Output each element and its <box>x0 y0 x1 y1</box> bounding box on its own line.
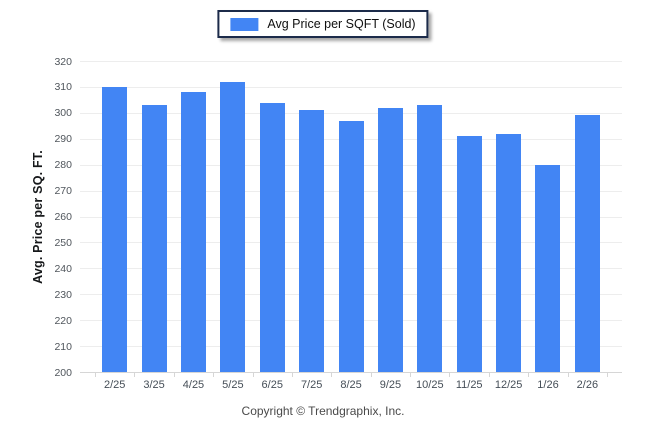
x-tick <box>291 372 293 377</box>
x-tick <box>449 372 451 377</box>
bar-9/25 <box>377 107 403 372</box>
x-label-12/25: 12/25 <box>494 379 523 391</box>
x-label-3/25: 3/25 <box>143 379 165 391</box>
bar-slot-3/25 <box>134 61 173 372</box>
y-tick-label-250: 250 <box>54 236 72 249</box>
bar-12/25 <box>496 133 522 372</box>
y-tick-label-220: 220 <box>54 314 72 327</box>
legend-swatch <box>230 17 259 31</box>
copyright-text: Copyright © Trendgraphix, Inc. <box>241 404 405 418</box>
bar-slot-5/25 <box>213 61 252 372</box>
x-tick <box>410 372 412 377</box>
x-axis-labels: 2/25 3/25 4/25 5/25 6/25 7/25 8/25 9/25 10/25 11/… <box>95 378 607 392</box>
y-tick-label-260: 260 <box>54 211 72 223</box>
x-tick <box>567 372 569 377</box>
y-tick-label-230: 230 <box>54 288 72 301</box>
x-tick <box>607 372 608 377</box>
bar-slot-4/25 <box>174 61 213 372</box>
bar-slot-2/26 <box>568 61 607 372</box>
bar-slot-9/25 <box>371 61 410 372</box>
y-tick-label-210: 210 <box>54 340 72 353</box>
bar-1/26 <box>535 164 561 372</box>
x-tick <box>252 372 254 377</box>
y-tick-label-300: 300 <box>54 107 72 120</box>
y-axis-labels: 200 210 220 230 240 250 260 270 280 290 300 310 320 <box>28 56 72 379</box>
legend: Avg Price per SQFT (Sold) <box>217 10 429 38</box>
bar-10/25 <box>417 105 443 372</box>
y-tick-label-320: 320 <box>54 55 72 68</box>
bar-6/25 <box>259 102 285 372</box>
y-tick-label-280: 280 <box>54 159 72 172</box>
x-tick <box>331 372 333 377</box>
bar-4/25 <box>180 92 206 372</box>
bar-5/25 <box>220 81 246 372</box>
bar-slot-7/25 <box>292 61 331 372</box>
y-tick-label-240: 240 <box>54 262 72 275</box>
bar-8/25 <box>338 120 364 372</box>
y-tick-label-310: 310 <box>54 81 72 94</box>
bar-slot-11/25 <box>450 61 489 372</box>
x-label-8/25: 8/25 <box>340 379 362 391</box>
x-label-10/25: 10/25 <box>416 379 444 391</box>
y-tick-label-270: 270 <box>54 185 72 198</box>
bar-slot-10/25 <box>410 61 449 372</box>
bar-slot-12/25 <box>489 61 528 372</box>
bar-11/25 <box>456 136 482 372</box>
x-tick <box>173 372 175 377</box>
bar-slot-8/25 <box>331 61 370 372</box>
x-label-7/25: 7/25 <box>300 379 323 391</box>
x-label-1/26: 1/26 <box>537 379 559 391</box>
x-label-5/25: 5/25 <box>222 379 244 391</box>
x-tick <box>488 372 490 377</box>
x-label-6/25: 6/25 <box>261 379 283 391</box>
bar-3/25 <box>141 105 167 372</box>
x-label-11/25: 11/25 <box>455 379 483 391</box>
x-label-9/25: 9/25 <box>379 379 402 391</box>
bars-row <box>80 61 622 372</box>
bar-2/25 <box>102 86 128 372</box>
x-tick <box>134 372 136 377</box>
x-axis-ticks <box>95 372 608 377</box>
x-tick <box>213 372 215 377</box>
legend-label: Avg Price per SQFT (Sold) <box>267 17 416 31</box>
gridline-300 <box>80 112 622 114</box>
y-tick-label-200: 200 <box>54 366 72 379</box>
plot-area <box>80 61 622 373</box>
bar-slot-6/25 <box>253 61 292 372</box>
x-tick <box>95 372 96 377</box>
gridline-310 <box>80 86 622 88</box>
bar-slot-1/26 <box>528 61 567 372</box>
gridline-320 <box>80 61 622 62</box>
bar-2/26 <box>574 115 600 372</box>
x-label-2/25: 2/25 <box>103 379 126 391</box>
x-label-2/26: 2/26 <box>576 379 599 391</box>
x-tick <box>528 372 530 377</box>
bar-slot-2/25 <box>95 61 134 372</box>
bar-7/25 <box>299 110 325 372</box>
y-tick-label-290: 290 <box>54 133 72 146</box>
x-tick <box>370 372 372 377</box>
x-label-4/25: 4/25 <box>182 379 205 391</box>
